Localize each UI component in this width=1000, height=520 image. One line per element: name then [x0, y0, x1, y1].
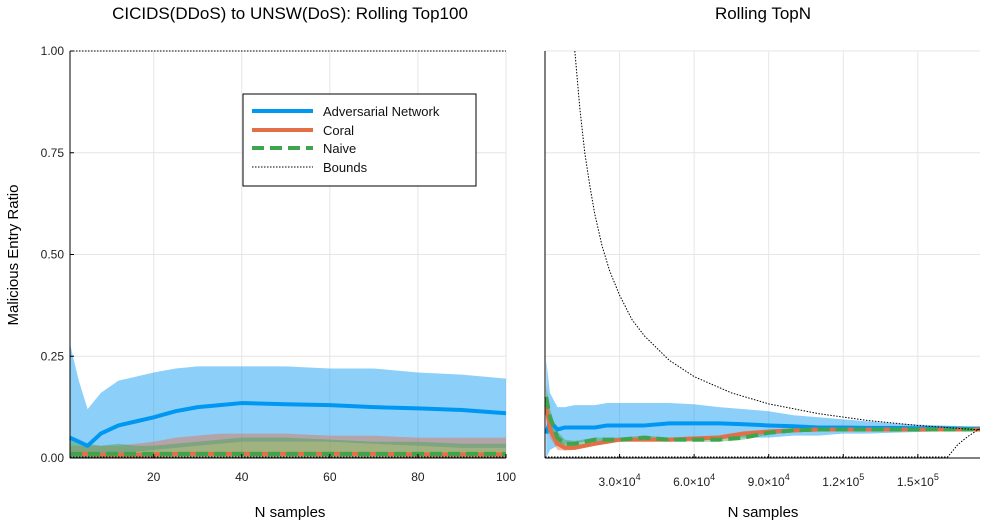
left-y-tick-label: 0.00 — [41, 451, 65, 465]
left-y-tick-label: 0.50 — [41, 248, 65, 262]
right-series-naive — [544, 396, 980, 446]
left-bands — [70, 344, 506, 458]
left-band-adversarial-network — [70, 344, 506, 458]
left-x-tick-label: 80 — [411, 470, 425, 484]
right-x-tick-label: 3.0×104 — [599, 472, 641, 489]
left-y-axis-label: Malicious Entry Ratio — [5, 185, 22, 326]
legend-label-bounds: Bounds — [323, 160, 368, 175]
left-x-tick-label: 100 — [496, 470, 516, 484]
right-x-tick-label: 9.0×104 — [748, 472, 790, 489]
left-x-tick-label: 60 — [323, 470, 337, 484]
left-series-adversarial-network — [69, 401, 507, 448]
left-band-coral — [70, 433, 506, 458]
left-chart-title: CICIDS(DDoS) to UNSW(DoS): Rolling Top10… — [112, 4, 468, 23]
left-x-tick-label: 20 — [147, 470, 161, 484]
right-chart-panel: 3.0×104 6.0×104 9.0×104 1.2×105 1.5×105 Roll… — [544, 4, 981, 520]
left-x-tick-label: 40 — [235, 470, 249, 484]
legend-label-adversarial: Adversarial Network — [323, 104, 440, 119]
left-y-tick-label: 0.25 — [41, 349, 65, 363]
left-lines — [69, 401, 507, 457]
left-x-axis-label: N samples — [255, 504, 326, 520]
legend: Adversarial Network Coral Naive Bounds — [242, 93, 477, 187]
left-y-tick-label: 0.75 — [41, 146, 65, 160]
legend-label-coral: Coral — [323, 123, 354, 138]
right-grid — [545, 50, 980, 459]
left-y-tick-label: 1.00 — [41, 44, 65, 58]
left-bounds — [70, 50, 506, 458]
right-x-tick-label: 6.0×104 — [673, 472, 715, 489]
right-chart-title: Rolling TopN — [715, 4, 811, 23]
right-bands — [546, 360, 980, 458]
left-ticks: 20 40 60 80 100 0.00 0.25 0.50 0.75 1.00 — [41, 44, 517, 484]
right-lines — [544, 396, 980, 450]
right-upper-bound — [574, 50, 981, 431]
right-x-axis-label: N samples — [728, 504, 799, 520]
legend-label-naive: Naive — [323, 141, 356, 156]
left-chart-panel: 20 40 60 80 100 0.00 0.25 0.50 0.75 1.00 CICIDS(D… — [5, 4, 516, 520]
right-lower-bound — [545, 428, 981, 458]
right-bounds — [545, 50, 981, 458]
right-band-adversarial-network — [546, 360, 980, 458]
right-x-tick-label: 1.5×105 — [897, 472, 939, 489]
right-x-tick-label: 1.2×105 — [822, 472, 864, 489]
right-ticks: 3.0×104 6.0×104 9.0×104 1.2×105 1.5×105 — [599, 454, 939, 489]
